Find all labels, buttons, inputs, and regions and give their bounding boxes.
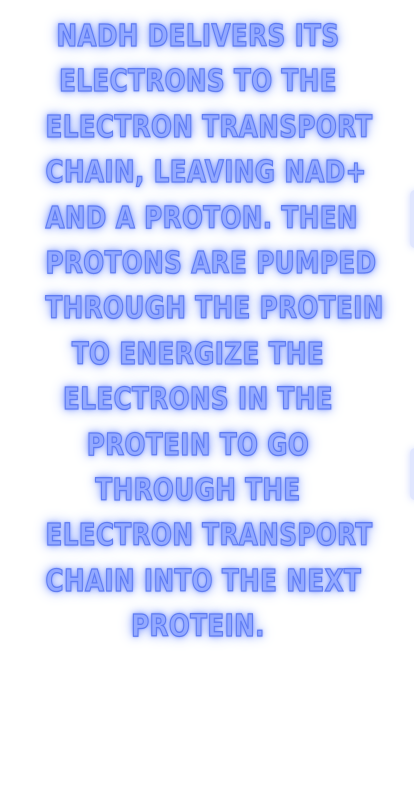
edge-decoration xyxy=(410,190,414,248)
caption-line: ELECTRON TRANSPORT xyxy=(45,518,373,554)
caption-line: PROTEIN TO GO xyxy=(86,427,310,463)
caption-line: CHAIN INTO THE NEXT xyxy=(45,563,362,599)
caption-line: CHAIN, LEAVING NAD+ xyxy=(45,155,367,191)
caption-line: THROUGH THE PROTEIN xyxy=(45,291,384,327)
neon-caption: NADH DELIVERS ITS ELECTRONS TO THE ELECT… xyxy=(45,14,384,650)
caption-line: NADH DELIVERS ITS xyxy=(56,18,340,54)
caption-line: ELECTRON TRANSPORT xyxy=(45,109,373,145)
caption-line: ELECTRONS IN THE xyxy=(63,382,334,418)
edge-decoration xyxy=(410,448,414,500)
caption-line: TO ENERGIZE THE xyxy=(71,336,325,372)
caption-line: PROTONS ARE PUMPED xyxy=(45,245,377,282)
caption-line: PROTEIN. xyxy=(131,609,265,645)
caption-line: AND A PROTON. THEN xyxy=(45,200,358,236)
caption-line: THROUGH THE xyxy=(95,472,301,509)
caption-line: ELECTRONS TO THE xyxy=(59,64,337,100)
